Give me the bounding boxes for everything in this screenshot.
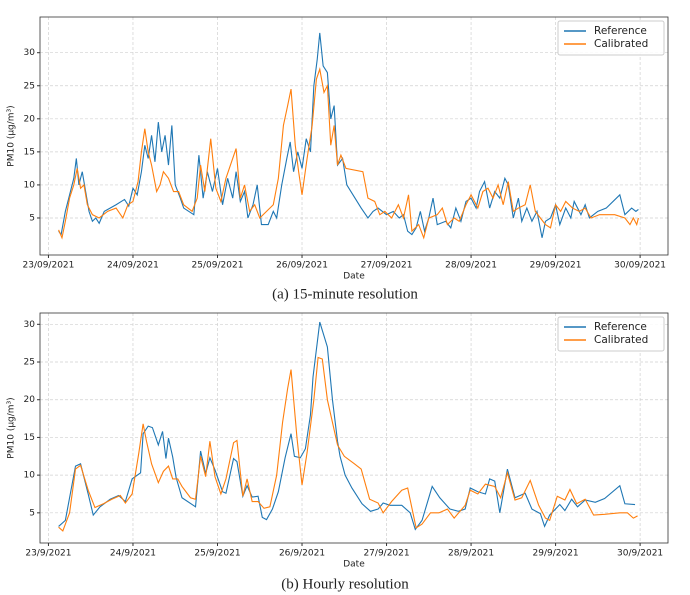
- y-tick-label: 5: [29, 508, 35, 518]
- x-tick-label: 30/09/2021: [614, 261, 666, 271]
- x-axis-label: Date: [343, 560, 365, 570]
- x-tick-label: 25/9/2021: [194, 549, 240, 559]
- y-tick-label: 25: [24, 81, 35, 91]
- x-tick-label: 29/09/2021: [530, 261, 582, 271]
- series-line: [58, 67, 639, 240]
- series-line: [58, 356, 638, 532]
- y-axis-label: PM10 (μg/m³): [7, 105, 17, 166]
- y-tick-label: 30: [24, 48, 36, 58]
- x-tick-label: 30/9/2021: [617, 549, 663, 559]
- chart: 5 10 15 20 25 30 23/9/2021 24/9/2021 25/9/2021 26…: [7, 312, 669, 592]
- y-tick-label: 5: [29, 213, 35, 223]
- y-tick-label: 10: [24, 180, 36, 190]
- series-line: [58, 321, 636, 531]
- x-tick-label: 29/9/2021: [533, 549, 579, 559]
- x-tick-label: 23/9/2021: [25, 549, 71, 559]
- x-axis-label: Date: [343, 272, 365, 282]
- x-tick-label: 26/9/2021: [279, 549, 325, 559]
- y-tick-label: 30: [24, 320, 36, 330]
- legend-label: Reference: [594, 25, 647, 37]
- x-tick-label: 23/09/2021: [23, 261, 75, 271]
- legend-label: Reference: [594, 321, 647, 333]
- x-tick-label: 24/09/2021: [107, 261, 159, 271]
- y-tick-label: 10: [24, 471, 36, 481]
- caption: (a) 15-minute resolution: [272, 286, 418, 302]
- x-tick-label: 24/9/2021: [110, 549, 156, 559]
- x-tick-label: 27/09/2021: [361, 261, 413, 271]
- y-tick-label: 25: [24, 358, 35, 368]
- x-tick-label: 28/9/2021: [448, 549, 494, 559]
- y-tick-label: 15: [24, 147, 35, 157]
- x-tick-label: 27/9/2021: [363, 549, 409, 559]
- y-tick-label: 20: [24, 395, 36, 405]
- series-line: [58, 32, 639, 238]
- y-axis-label: PM10 (μg/m³): [7, 397, 17, 458]
- legend-box: [557, 316, 665, 352]
- y-tick-label: 15: [24, 433, 35, 443]
- caption: (b) Hourly resolution: [281, 576, 409, 592]
- x-tick-label: 28/09/2021: [445, 261, 497, 271]
- plot-frame: [39, 312, 669, 544]
- x-tick-label: 25/09/2021: [192, 261, 244, 271]
- legend-box: [557, 20, 665, 56]
- legend-label: Calibrated: [594, 38, 648, 50]
- legend-label: Calibrated: [594, 334, 648, 346]
- plot-frame: [39, 16, 669, 256]
- chart: 5 10 15 20 25 30 23/09/2021 24/09/2021 25/09/202…: [7, 16, 669, 302]
- y-tick-label: 20: [24, 114, 36, 124]
- x-tick-label: 26/09/2021: [276, 261, 328, 271]
